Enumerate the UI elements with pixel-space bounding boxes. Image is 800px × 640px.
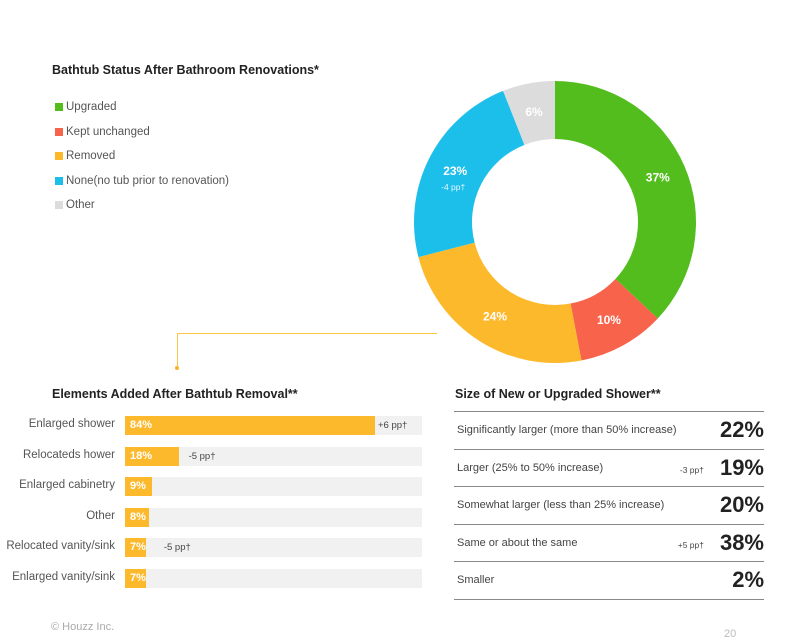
bar-value-label: 8%: [130, 510, 146, 523]
legend-label: Upgraded: [66, 101, 117, 114]
donut-data-label: 24%: [483, 310, 507, 324]
bar-track: 8%: [125, 507, 422, 527]
legend-item: Kept unchanged: [55, 120, 229, 145]
bar-value-label: 84%: [130, 419, 153, 431]
bar-chart-title: Elements Added After Bathtub Removal**: [52, 387, 298, 401]
donut-data-label: 6%: [525, 105, 543, 119]
bar-track: 7% -5 pp†: [125, 538, 422, 557]
row-value: 19%: [719, 454, 764, 480]
bar-category-label: Enlarged shower: [28, 418, 115, 430]
donut-slice-none: [414, 90, 525, 258]
legend-label: Other: [66, 199, 95, 212]
bar: 84%: [125, 416, 375, 435]
bar: 18%: [125, 446, 179, 466]
donut-data-label: 23%: [443, 164, 467, 178]
donut-title: Bathtub Status After Bathroom Renovation…: [52, 63, 319, 77]
bar-category-label: Other: [86, 509, 115, 522]
row-value: 22%: [719, 417, 764, 442]
bar: 7%: [125, 568, 146, 588]
table-row: Same or about the same 38% +5 pp†: [454, 525, 764, 562]
row-change-note: +5 pp†: [677, 539, 704, 550]
legend-item: Removed: [55, 144, 229, 169]
table-row: Larger (25% to 50% increase) 19% -3 pp†: [454, 450, 764, 487]
connector-line-vertical: [177, 333, 178, 368]
legend-swatch-none: [55, 176, 63, 185]
bar-category-label: Enlarged cabinetry: [19, 479, 115, 491]
legend-item: Other: [55, 193, 229, 218]
row-value: 20%: [719, 492, 764, 517]
table-row: Somewhat larger (less than 25% increase)…: [454, 487, 764, 525]
table-row: Smaller 2%: [454, 562, 764, 600]
table-title: Size of New or Upgraded Shower**: [455, 387, 661, 401]
donut-slice-kept-unchanged: [570, 278, 658, 361]
connector-line: [177, 333, 437, 334]
row-label: Smaller: [457, 574, 495, 586]
donut-chart: 37% 10% 24% 23% -4 pp† 6%: [414, 81, 696, 363]
bar-category-label: Relocateds hower: [22, 448, 115, 461]
bar-track: 7%: [125, 568, 422, 588]
connector-dot: [175, 366, 179, 370]
row-label: Significantly larger (more than 50% incr…: [457, 424, 677, 436]
row-label: Same or about the same: [457, 536, 578, 549]
bar: 9%: [125, 477, 152, 496]
bar-value-label: 7%: [130, 571, 146, 584]
legend-item: Upgraded: [55, 95, 229, 120]
donut-slice-removed: [418, 242, 582, 363]
legend-item: None(no tub prior to renovation): [55, 169, 229, 194]
legend-label: None(no tub prior to renovation): [66, 174, 230, 187]
bar-track: 84% +6 pp†: [125, 416, 422, 435]
table-row: Significantly larger (more than 50% incr…: [454, 412, 764, 450]
donut-legend: Upgraded Kept unchanged Removed None(no …: [55, 95, 229, 218]
bar-category-label: Enlarged vanity/sink: [12, 570, 115, 583]
donut-data-label: 37%: [646, 171, 670, 185]
row-label: Somewhat larger (less than 25% increase): [457, 499, 665, 511]
bar-track: 18% -5 pp†: [125, 446, 422, 466]
bar-change-note: -5 pp†: [163, 542, 191, 553]
donut-slice-upgraded: [555, 81, 696, 319]
donut-data-label: 10%: [597, 313, 621, 327]
copyright: © Houzz Inc.: [51, 621, 115, 633]
donut-slice-other: [503, 81, 555, 145]
row-value: 38%: [719, 529, 764, 555]
bar-value-label: 18%: [130, 449, 153, 462]
donut-annotation: -4 pp†: [441, 182, 465, 192]
legend-swatch-removed: [55, 152, 63, 161]
bar-value-label: 7%: [130, 541, 146, 553]
row-value: 2%: [732, 567, 764, 592]
legend-swatch-other: [55, 201, 63, 210]
legend-swatch-upgraded: [55, 103, 63, 112]
shower-size-table: Significantly larger (more than 50% incr…: [454, 411, 764, 600]
bar-value-label: 9%: [130, 480, 146, 492]
row-label: Larger (25% to 50% increase): [457, 461, 604, 474]
row-change-note: -3 pp†: [679, 464, 704, 475]
page-number: 20: [724, 628, 737, 640]
bar-change-note: +6 pp†: [378, 420, 408, 431]
bar-change-note: -5 pp†: [188, 450, 216, 462]
bar: 7%: [125, 538, 146, 557]
bar-category-label: Relocated vanity/sink: [6, 540, 115, 552]
bar: 8%: [125, 507, 149, 527]
legend-label: Removed: [66, 150, 116, 163]
bar-track: 9%: [125, 477, 422, 496]
legend-swatch-kept: [55, 127, 63, 136]
legend-label: Kept unchanged: [66, 125, 150, 138]
